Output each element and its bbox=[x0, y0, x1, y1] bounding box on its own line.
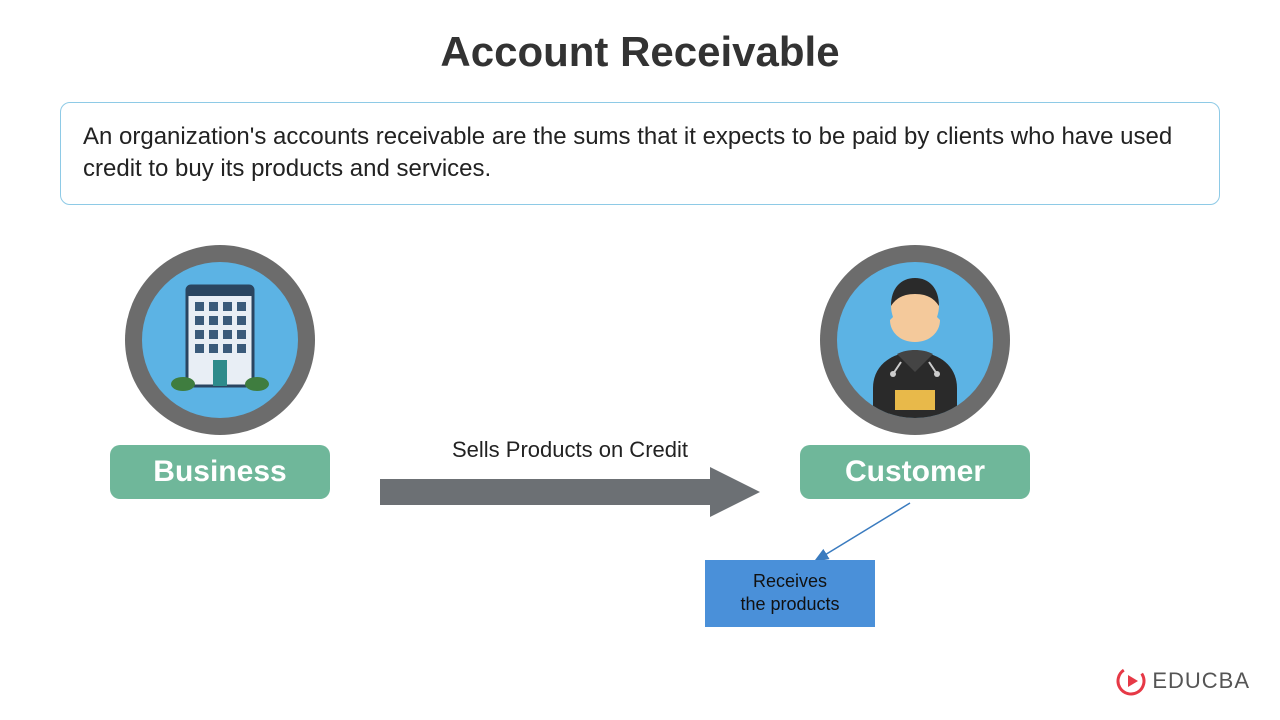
diagram-area: Business Customer Sells Products on bbox=[0, 235, 1280, 695]
receives-line2: the products bbox=[740, 594, 839, 614]
receives-line1: Receives bbox=[753, 571, 827, 591]
business-label: Business bbox=[110, 445, 330, 499]
logo-icon bbox=[1116, 666, 1146, 696]
customer-circle-fill bbox=[837, 262, 993, 418]
logo-text: EDUCBA bbox=[1152, 668, 1250, 694]
business-node bbox=[125, 245, 315, 435]
customer-node bbox=[820, 245, 1010, 435]
building-icon bbox=[165, 280, 275, 400]
arrow-label: Sells Products on Credit bbox=[380, 437, 760, 463]
definition-box: An organization's accounts receivable ar… bbox=[60, 102, 1220, 205]
customer-label: Customer bbox=[800, 445, 1030, 499]
person-icon bbox=[837, 262, 993, 418]
receives-box: Receives the products bbox=[705, 560, 875, 627]
business-circle-ring bbox=[125, 245, 315, 435]
page-title: Account Receivable bbox=[0, 0, 1280, 76]
customer-circle-ring bbox=[820, 245, 1010, 435]
brand-logo: EDUCBA bbox=[1116, 666, 1250, 696]
business-circle-fill bbox=[142, 262, 298, 418]
arrow-icon bbox=[380, 467, 760, 517]
sells-arrow: Sells Products on Credit bbox=[380, 437, 760, 522]
